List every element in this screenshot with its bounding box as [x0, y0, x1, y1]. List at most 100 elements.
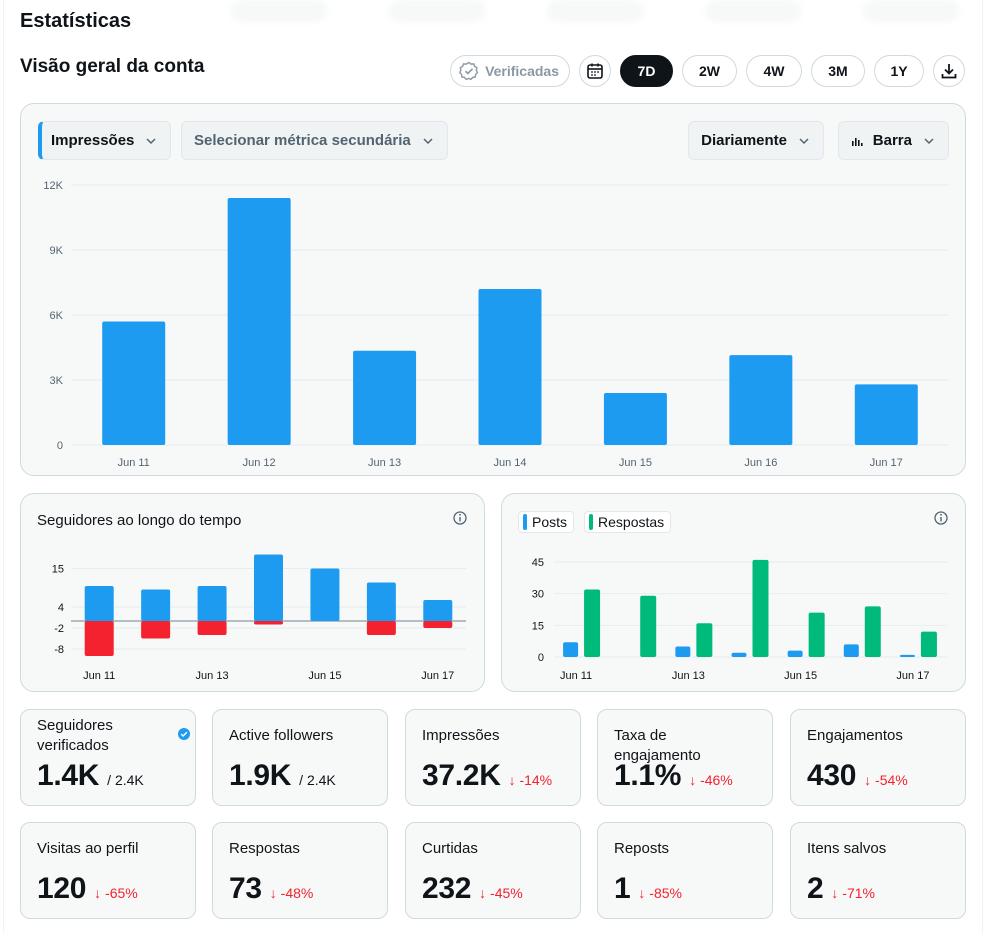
download-button[interactable]: [933, 55, 965, 87]
followers-gained-bar: [84, 586, 114, 621]
x-tick-label: Jun 13: [368, 457, 401, 469]
chart-legend: Posts Respostas: [518, 511, 672, 533]
secondary-metric-placeholder: Selecionar métrica secundária: [194, 132, 411, 149]
legend-replies-label: Respostas: [598, 514, 665, 530]
followers-gained-bar: [197, 586, 227, 621]
stat-card[interactable]: Seguidores verificados 1.4K / 2.4K: [20, 709, 196, 806]
stat-card[interactable]: Itens salvos 2 ↓ -71%: [790, 822, 966, 919]
followers-lost-bar: [84, 621, 114, 656]
chevron-down-icon: [799, 137, 809, 144]
replies-bar: [696, 623, 713, 657]
stat-card[interactable]: Visitas ao perfil 120 ↓ -65%: [20, 822, 196, 919]
stat-change: ↓ -48%: [269, 885, 314, 901]
x-tick-label: Jun 15: [619, 457, 652, 469]
stat-value-row: 120 ↓ -65%: [37, 872, 138, 906]
stat-change: ↓ -45%: [479, 885, 523, 901]
chevron-down-icon: [924, 137, 934, 144]
x-tick-label: Jun 17: [421, 670, 454, 682]
stat-card[interactable]: Respostas 73 ↓ -48%: [212, 822, 388, 919]
primary-metric-dropdown[interactable]: Impressões: [38, 121, 172, 160]
stat-label: Itens salvos: [807, 840, 887, 857]
chevron-down-icon: [146, 137, 156, 144]
legend-posts[interactable]: Posts: [518, 511, 575, 533]
followers-gained-bar: [423, 600, 453, 621]
stat-change: ↓ -65%: [94, 885, 138, 901]
verified-filter-label: Verificadas: [485, 63, 559, 79]
stat-value: 2: [807, 872, 824, 905]
stat-label: Impressões: [422, 727, 500, 744]
primary-metric-label: Impressões: [51, 132, 135, 149]
stat-value: 73: [229, 872, 262, 905]
bar-chart-icon: [851, 137, 863, 146]
followers-lost-bar: [197, 621, 227, 635]
y-tick-label: 0: [538, 652, 544, 664]
posts-bar: [731, 652, 747, 657]
stat-value: 232: [422, 872, 472, 905]
replies-bar: [864, 606, 881, 657]
x-tick-label: Jun 11: [83, 670, 115, 682]
stat-card[interactable]: Active followers 1.9K / 2.4K: [212, 709, 388, 806]
followers-lost-bar: [423, 621, 453, 628]
stat-label: Engajamentos: [807, 727, 903, 744]
range-7d-button[interactable]: 7D: [620, 55, 673, 87]
verified-badge-icon: [459, 61, 479, 81]
range-1y-button[interactable]: 1Y: [874, 55, 924, 87]
stat-value-row: 1.9K / 2.4K: [229, 759, 336, 793]
posts-replies-bar-chart: 0 15 30 45 Jun 11 Jun 13 Jun 15 Jun 17: [532, 557, 947, 682]
stat-value-row: 430 ↓ -54%: [807, 759, 908, 793]
replies-bar: [752, 559, 769, 657]
x-tick-label: Jun 16: [744, 457, 777, 469]
x-tick-label: Jun 13: [672, 670, 705, 682]
y-tick-label: 0: [57, 440, 63, 452]
stat-label: Visitas ao perfil: [37, 840, 139, 857]
legend-swatch: [523, 514, 527, 530]
stat-card[interactable]: Engajamentos 430 ↓ -54%: [790, 709, 966, 806]
stat-value: 1: [614, 872, 631, 905]
blurred-header-tabs: [230, 0, 960, 30]
range-4w-button[interactable]: 4W: [746, 55, 802, 87]
y-tick-label: 4: [58, 602, 64, 614]
posts-replies-chart-card: Posts Respostas 0 15 30 45 Jun 11 Jun 13 Jun 1…: [501, 493, 966, 692]
stat-value-row: 37.2K ↓ -14%: [422, 759, 552, 793]
chart-type-dropdown[interactable]: Barra: [837, 121, 949, 160]
posts-bar: [843, 644, 859, 657]
stat-value-row: 1 ↓ -85%: [614, 872, 682, 906]
stat-card[interactable]: Reposts 1 ↓ -85%: [597, 822, 773, 919]
secondary-metric-dropdown[interactable]: Selecionar métrica secundária: [181, 121, 448, 160]
replies-bar: [920, 631, 937, 657]
impressions-bar: [603, 393, 667, 445]
impressions-bar: [729, 355, 793, 445]
stat-card[interactable]: Impressões 37.2K ↓ -14%: [405, 709, 581, 806]
calendar-button[interactable]: [579, 55, 611, 87]
stat-label: Respostas: [229, 840, 300, 857]
followers-lost-bar: [254, 621, 283, 625]
range-2w-button[interactable]: 2W: [682, 55, 737, 87]
stat-value-row: 1.1% ↓ -46%: [614, 759, 733, 793]
y-tick-label: 6K: [50, 310, 64, 322]
x-tick-label: Jun 15: [784, 670, 817, 682]
info-icon[interactable]: [933, 510, 949, 526]
legend-replies[interactable]: Respostas: [584, 511, 672, 533]
x-tick-label: Jun 11: [560, 670, 592, 682]
x-tick-label: Jun 12: [243, 457, 276, 469]
stat-card[interactable]: Curtidas 232 ↓ -45%: [405, 822, 581, 919]
stat-label: Seguidores verificados: [37, 717, 113, 754]
impressions-bar: [854, 384, 918, 445]
stat-value-row: 73 ↓ -48%: [229, 872, 313, 906]
stat-label: Active followers: [229, 727, 334, 744]
x-tick-label: Jun 17: [896, 670, 929, 682]
stat-value: 430: [807, 759, 857, 792]
x-tick-label: Jun 11: [118, 457, 150, 469]
followers-gained-bar: [254, 554, 283, 621]
x-tick-label: Jun 15: [308, 670, 341, 682]
x-tick-label: Jun 14: [493, 457, 526, 469]
period-dropdown[interactable]: Diariamente: [688, 121, 824, 160]
stat-card[interactable]: Taxa de engajamento 1.1% ↓ -46%: [597, 709, 773, 806]
y-tick-label: 30: [532, 589, 544, 601]
followers-lost-bar: [366, 621, 396, 635]
info-icon[interactable]: [452, 510, 468, 526]
y-tick-label: 12K: [43, 180, 63, 192]
replies-bar: [808, 612, 825, 657]
verified-filter-button[interactable]: Verificadas: [450, 55, 570, 87]
range-3m-button[interactable]: 3M: [811, 55, 865, 87]
